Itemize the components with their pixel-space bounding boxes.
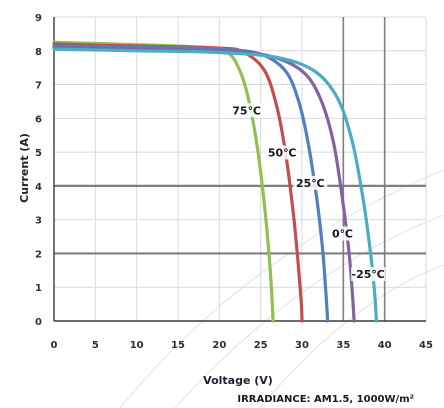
background-arcs	[119, 169, 444, 408]
y-tick-label: 0	[35, 317, 42, 328]
curve-label: 0℃	[332, 228, 353, 241]
x-tick-label: 30	[295, 340, 309, 351]
curve-label: -25℃	[352, 268, 385, 281]
curve-labels: 75℃ 50℃ 25℃ 0℃ -25℃	[229, 103, 386, 282]
y-axis-title: Current (A)	[18, 133, 31, 203]
x-tick-label: 25	[254, 340, 268, 351]
curve-label: 50℃	[268, 146, 297, 159]
series-layer	[52, 40, 378, 323]
curve-label-bg	[325, 226, 360, 241]
y-tick-label: 3	[35, 216, 42, 227]
irradiance-note: IRRADIANCE: AM1.5, 1000W/m²	[237, 394, 414, 405]
y-tick-label: 6	[35, 114, 42, 125]
x-tick-label: 15	[171, 340, 185, 351]
y-tick-label: 2	[35, 249, 42, 260]
x-tick-label: 40	[378, 340, 392, 351]
y-tick-label: 8	[35, 47, 42, 58]
curve-label: 75℃	[232, 104, 261, 117]
x-tick-label: 20	[212, 340, 226, 351]
series-line	[52, 45, 356, 323]
series-line	[52, 44, 330, 323]
curve-label-bg	[265, 145, 300, 160]
curve-label: 25℃	[296, 177, 325, 190]
x-tick-label: 5	[92, 340, 99, 351]
series-line	[52, 47, 378, 323]
curve-label-bg	[351, 267, 386, 282]
curve-label-bg	[293, 175, 328, 190]
y-tick-label: 9	[35, 13, 42, 24]
y-tick-label: 1	[35, 283, 42, 294]
curve-label-bg	[229, 103, 264, 118]
y-tick-label: 7	[35, 81, 42, 92]
y-tick-label: 4	[35, 182, 42, 193]
x-tick-label: 45	[419, 340, 433, 351]
x-tick-label: 35	[336, 340, 350, 351]
y-tick-label: 5	[35, 148, 42, 159]
x-tick-label: 0	[51, 340, 58, 351]
x-tick-label: 10	[130, 340, 144, 351]
x-axis-title: Voltage (V)	[203, 374, 273, 387]
